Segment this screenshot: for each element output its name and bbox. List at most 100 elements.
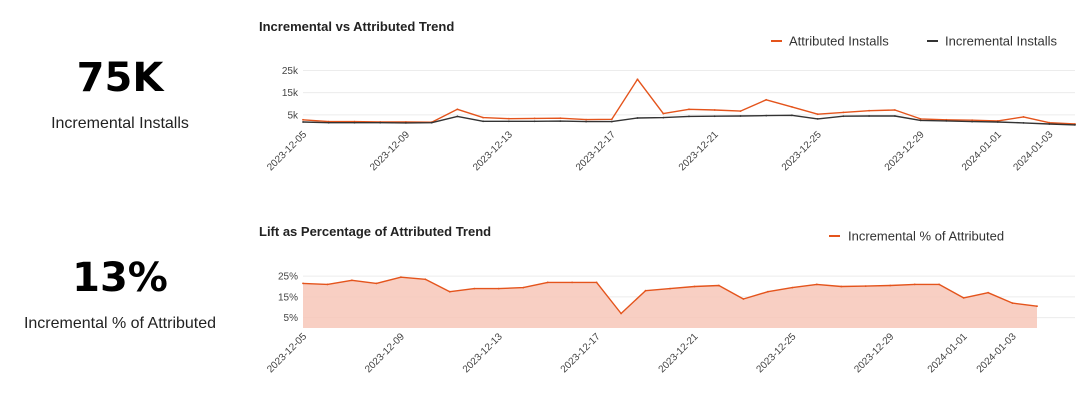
data-point [894,109,896,111]
data-point [693,285,696,288]
y-tick-label: 5k [287,110,299,121]
data-point [522,286,525,289]
data-point [816,113,819,116]
data-point [379,121,382,124]
x-tick-label: 2023-12-17 [574,129,618,173]
x-tick-label: 2023-12-05 [265,129,309,173]
data-point [559,120,562,122]
data-point [765,98,768,101]
data-point [1074,124,1076,126]
data-point [400,276,402,279]
data-point [456,108,459,111]
data-point [448,290,451,293]
x-tick-label: 2023-12-09 [363,331,407,375]
data-point [864,285,867,287]
data-point [636,78,639,81]
data-point [482,116,484,119]
data-point [571,281,573,284]
y-tick-label: 15% [278,292,298,303]
data-point [456,115,459,118]
x-tick-label: 2024-01-01 [960,129,1004,173]
kpi-value: 75K [76,55,164,101]
data-point [375,282,378,285]
data-point [816,118,819,120]
data-point [889,284,892,287]
x-tick-label: 2023-12-21 [657,331,701,375]
data-point [767,290,769,293]
data-point [585,118,587,121]
data-point [644,289,647,292]
data-point [791,286,794,289]
data-point [508,120,510,123]
data-point [962,297,965,299]
data-point [327,121,330,124]
data-point [351,279,353,282]
legend-label: Incremental Installs [945,34,1057,49]
data-point [713,109,716,111]
x-tick-label: 2024-01-03 [975,331,1019,375]
data-point [945,120,948,122]
data-point [1036,305,1038,308]
legend-label: Incremental % of Attributed [848,229,1004,244]
data-point [938,283,940,286]
data-point [473,287,476,290]
x-tick-label: 2023-12-13 [461,331,505,375]
data-point [662,116,665,119]
data-point [1011,302,1014,304]
kpi-value: 13% [72,255,168,301]
data-point [791,106,793,108]
data-point [688,108,690,111]
kpi-incremental-percent: 13% Incremental % of Attributed [0,255,240,333]
data-point [971,119,973,122]
data-point [840,285,843,288]
data-point [610,118,613,121]
data-point [971,120,973,123]
data-point [868,115,870,117]
kpi-label: Incremental % of Attributed [23,315,217,332]
x-tick-label: 2023-12-21 [677,129,721,173]
data-point [302,282,304,285]
data-point [1048,121,1051,124]
data-point [533,120,536,123]
chart-title: Lift as Percentage of Attributed Trend [259,224,492,239]
x-tick-label: 2023-12-25 [755,331,799,375]
data-point [815,283,818,286]
data-point [739,115,742,117]
data-point [1022,116,1025,118]
data-point [688,115,690,118]
data-point [585,120,587,123]
data-point [996,121,999,123]
data-point [302,121,304,123]
data-point [302,118,304,121]
data-point [765,114,768,117]
x-tick-label: 2024-01-01 [926,331,970,375]
x-tick-label: 2024-01-03 [1011,129,1055,173]
data-point [842,111,845,114]
x-tick-label: 2023-12-09 [368,129,412,173]
data-point [497,287,500,290]
data-point [595,281,598,284]
data-point [868,109,870,112]
data-point [1022,122,1025,124]
y-tick-label: 25% [278,272,298,283]
x-tick-label: 2023-12-29 [852,331,896,375]
chart-title: Incremental vs Attributed Trend [259,19,455,34]
x-tick-label: 2023-12-25 [780,129,824,173]
data-point [913,283,916,286]
data-point [430,121,433,124]
x-tick-label: 2023-12-05 [265,331,309,375]
data-point [508,117,510,120]
data-point [742,298,745,300]
kpi-incremental-installs: 75K Incremental Installs [0,55,240,133]
series-area-fill [303,277,1037,328]
y-tick-label: 25k [282,66,299,77]
y-tick-label: 15k [282,88,299,99]
data-point [739,110,742,112]
data-point [894,115,896,117]
data-point [546,281,549,284]
x-tick-label: 2023-12-13 [471,129,515,173]
data-point [718,284,720,287]
data-point [405,122,407,124]
data-point [842,115,845,118]
